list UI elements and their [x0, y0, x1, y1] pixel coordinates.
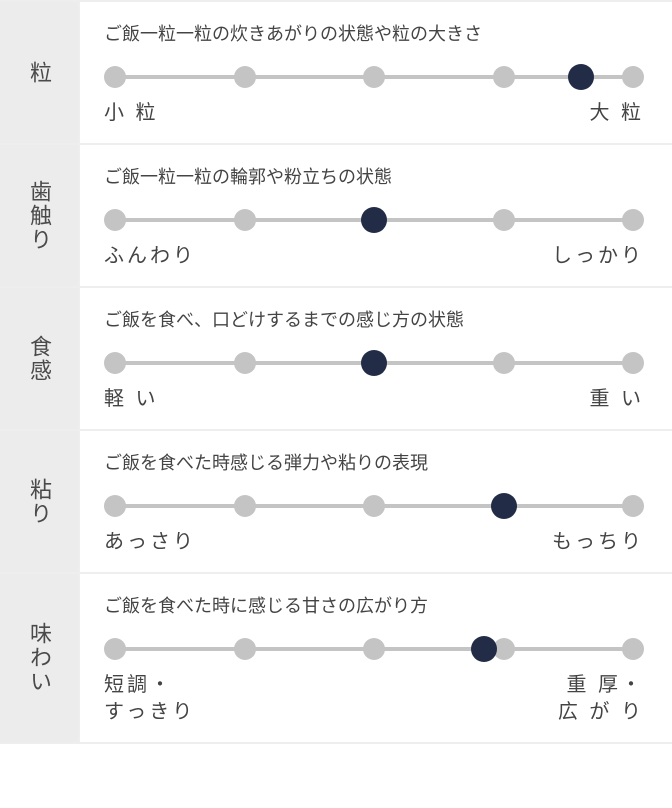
endpoint-right: 重 い — [589, 386, 644, 413]
endpoint-right: 重 厚・ 広 が り — [558, 672, 644, 726]
slider-tick — [363, 66, 385, 88]
slider-indicator — [568, 64, 594, 90]
slider-tick — [234, 495, 256, 517]
attribute-row-grain: 粒ご飯一粒一粒の炊きあがりの状態や粒の大きさ小 粒 大 粒 — [0, 0, 672, 145]
slider-tick — [622, 209, 644, 231]
endpoint-left: ふんわり — [104, 243, 196, 270]
endpoint-left: あっさり — [104, 529, 196, 556]
attribute-description: ご飯一粒一粒の輪郭や粉立ちの状態 — [104, 163, 644, 189]
attribute-label: 粒 — [0, 2, 78, 143]
attribute-description: ご飯を食べ、口どけするまでの感じ方の状態 — [104, 306, 644, 332]
attribute-row-texture-teeth: 歯触りご飯一粒一粒の輪郭や粉立ちの状態ふんわり しっかり — [0, 145, 672, 288]
attribute-content: ご飯を食べた時に感じる甘さの広がり方短調・ すっきり 重 厚・ 広 が り — [78, 574, 672, 742]
slider-tick — [104, 209, 126, 231]
attribute-description: ご飯を食べた時感じる弾力や粘りの表現 — [104, 449, 644, 475]
slider-indicator — [361, 207, 387, 233]
slider-tick — [234, 638, 256, 660]
attribute-description: ご飯を食べた時に感じる甘さの広がり方 — [104, 592, 644, 618]
endpoint-right: 大 粒 — [589, 100, 644, 127]
endpoint-right: しっかり — [552, 243, 644, 270]
attribute-row-flavor: 味わいご飯を食べた時に感じる甘さの広がり方短調・ すっきり 重 厚・ 広 が り — [0, 574, 672, 744]
slider-endpoints: 小 粒大 粒 — [104, 100, 644, 127]
attribute-label: 歯触り — [0, 145, 78, 286]
slider-tick — [104, 66, 126, 88]
slider-indicator — [361, 350, 387, 376]
slider-tick — [493, 352, 515, 374]
scale-slider — [104, 493, 644, 519]
slider-tick — [622, 495, 644, 517]
slider-endpoints: 短調・ すっきり 重 厚・ 広 が り — [104, 672, 644, 726]
scale-slider — [104, 64, 644, 90]
scale-slider — [104, 350, 644, 376]
slider-tick — [493, 66, 515, 88]
slider-endpoints: あっさり もっちり — [104, 529, 644, 556]
attribute-content: ご飯を食べ、口どけするまでの感じ方の状態軽 い 重 い — [78, 288, 672, 429]
scale-slider — [104, 207, 644, 233]
attribute-content: ご飯一粒一粒の輪郭や粉立ちの状態ふんわり しっかり — [78, 145, 672, 286]
slider-tick — [234, 209, 256, 231]
attribute-description: ご飯一粒一粒の炊きあがりの状態や粒の大きさ — [104, 20, 644, 46]
endpoint-left: 小 粒 — [104, 100, 159, 127]
slider-tick — [234, 66, 256, 88]
attribute-label: 食感 — [0, 288, 78, 429]
slider-tick — [104, 352, 126, 374]
endpoint-left: 軽 い — [104, 386, 159, 413]
slider-tick — [363, 495, 385, 517]
slider-endpoints: ふんわり しっかり — [104, 243, 644, 270]
slider-tick — [104, 638, 126, 660]
slider-tick — [234, 352, 256, 374]
slider-tick — [622, 352, 644, 374]
slider-tick — [622, 66, 644, 88]
slider-tick — [104, 495, 126, 517]
attribute-row-stickiness: 粘りご飯を食べた時感じる弾力や粘りの表現あっさり もっちり — [0, 431, 672, 574]
endpoint-left: 短調・ すっきり — [104, 672, 195, 726]
rice-attribute-table: 粒ご飯一粒一粒の炊きあがりの状態や粒の大きさ小 粒 大 粒歯触りご飯一粒一粒の輪郭… — [0, 0, 672, 744]
slider-indicator — [491, 493, 517, 519]
attribute-label: 味わい — [0, 574, 78, 742]
slider-endpoints: 軽 い重 い — [104, 386, 644, 413]
endpoint-right: もっちり — [552, 529, 644, 556]
attribute-row-mouthfeel: 食感ご飯を食べ、口どけするまでの感じ方の状態軽 い 重 い — [0, 288, 672, 431]
attribute-content: ご飯を食べた時感じる弾力や粘りの表現あっさり もっちり — [78, 431, 672, 572]
slider-tick — [493, 209, 515, 231]
attribute-label: 粘り — [0, 431, 78, 572]
slider-tick — [622, 638, 644, 660]
attribute-content: ご飯一粒一粒の炊きあがりの状態や粒の大きさ小 粒 大 粒 — [78, 2, 672, 143]
slider-indicator — [471, 636, 497, 662]
scale-slider — [104, 636, 644, 662]
slider-tick — [363, 638, 385, 660]
